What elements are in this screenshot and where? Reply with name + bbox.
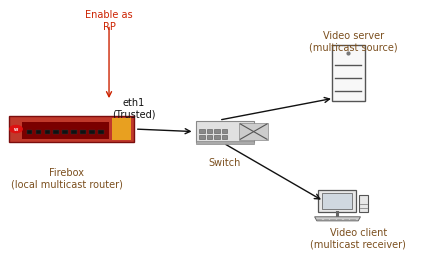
Text: eth1
(Trusted): eth1 (Trusted) — [112, 97, 155, 119]
Bar — [214, 129, 220, 133]
Bar — [36, 131, 41, 134]
Bar — [80, 131, 86, 134]
Bar — [214, 135, 220, 139]
Bar — [53, 131, 59, 134]
Circle shape — [10, 126, 22, 133]
Bar — [332, 46, 365, 102]
Text: Firebox
(local multicast router): Firebox (local multicast router) — [11, 167, 123, 188]
Text: Video client
(multicast receiver): Video client (multicast receiver) — [310, 227, 406, 249]
Bar — [196, 122, 254, 142]
Bar — [222, 135, 227, 139]
Bar — [222, 129, 227, 133]
Polygon shape — [315, 217, 360, 221]
Bar — [98, 131, 104, 134]
Bar — [207, 129, 212, 133]
Text: Video server
(multicast source): Video server (multicast source) — [309, 30, 398, 52]
Bar — [359, 196, 368, 212]
Bar — [196, 142, 254, 144]
Bar — [199, 129, 205, 133]
Bar — [27, 131, 32, 134]
Bar — [71, 131, 77, 134]
Bar — [9, 117, 133, 142]
Bar — [318, 190, 356, 212]
Text: Enable as
RP: Enable as RP — [85, 10, 133, 32]
Bar — [22, 123, 109, 139]
Bar — [239, 124, 268, 140]
Bar — [207, 135, 212, 139]
Text: Switch: Switch — [209, 157, 241, 168]
Bar — [322, 194, 352, 210]
Bar — [199, 135, 205, 139]
Bar — [62, 131, 68, 134]
Text: W: W — [14, 128, 18, 132]
Polygon shape — [112, 119, 131, 140]
Bar — [44, 131, 50, 134]
Bar — [89, 131, 95, 134]
